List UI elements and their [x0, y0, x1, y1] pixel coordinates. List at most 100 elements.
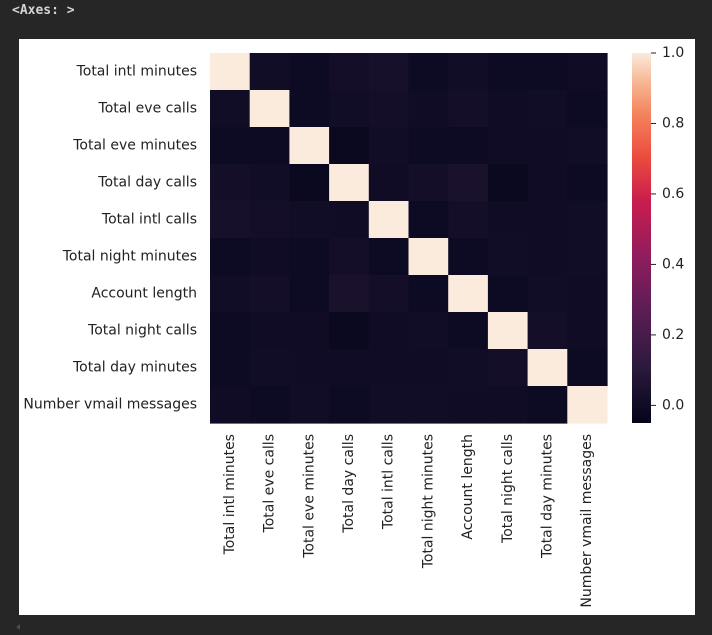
heatmap-cell: [527, 238, 568, 276]
heatmap-cell: [368, 53, 410, 91]
heatmap-cell: [368, 201, 410, 239]
heatmap-cell: [448, 127, 489, 165]
heatmap-cell: [329, 90, 370, 128]
heatmap-cell: [210, 90, 251, 128]
heatmap-cell: [567, 164, 608, 202]
heatmap-cell: [329, 164, 370, 202]
heatmap-cell: [249, 386, 290, 424]
heatmap-cell: [448, 238, 489, 276]
x-tick-label: Total eve minutes: [301, 434, 317, 559]
scroll-left-icon[interactable]: [16, 624, 20, 630]
heatmap-cell: [408, 164, 449, 202]
heatmap-cell: [210, 312, 251, 350]
heatmap-cell: [487, 164, 529, 202]
heatmap-cell: [289, 201, 330, 239]
heatmap-cell: [249, 349, 290, 387]
heatmap-cell: [567, 275, 608, 313]
colorbar: [632, 53, 651, 423]
heatmap-cell: [289, 275, 330, 313]
heatmap-cell: [289, 312, 330, 350]
heatmap-cell: [289, 238, 330, 276]
x-tick-label: Total eve calls: [262, 434, 278, 533]
heatmap-cell: [210, 53, 251, 91]
x-tick-labels: Total intl minutes Total eve calls Total e…: [222, 434, 595, 608]
y-tick-label: Total intl calls: [101, 212, 197, 228]
heatmap-cell: [329, 349, 370, 387]
heatmap-cell: [567, 90, 608, 128]
heatmap-cell: [210, 127, 251, 165]
heatmap-cell: [567, 312, 608, 350]
colorbar-tick-label: 0.0: [662, 397, 684, 413]
heatmap-cell: [487, 349, 529, 387]
figure-panel: Total intl minutes Total eve calls Total e…: [19, 39, 695, 615]
heatmap-cell: [329, 127, 370, 165]
heatmap-cell: [289, 349, 330, 387]
heatmap-cell: [408, 238, 449, 276]
heatmap-cell: [368, 90, 410, 128]
heatmap-cell: [329, 312, 370, 350]
heatmap-cell: [289, 53, 330, 91]
heatmap-cell: [329, 386, 370, 424]
heatmap-cell: [527, 386, 568, 424]
heatmap-cell: [527, 201, 568, 239]
heatmap-cell: [249, 275, 290, 313]
heatmap-cell: [527, 164, 568, 202]
y-tick-label: Total day minutes: [72, 360, 197, 376]
y-tick-label: Total eve calls: [98, 101, 197, 117]
heatmap-cell: [448, 201, 489, 239]
colorbar-tick-label: 0.2: [662, 327, 684, 343]
y-tick-label: Number vmail messages: [23, 397, 197, 413]
heatmap-cell: [368, 238, 410, 276]
heatmap-cell: [567, 127, 608, 165]
heatmap-cell: [368, 164, 410, 202]
heatmap-cell: [448, 90, 489, 128]
heatmap-cell: [249, 238, 290, 276]
heatmap-cell: [249, 53, 290, 91]
y-tick-label: Total eve minutes: [72, 138, 197, 154]
colorbar-tick-label: 0.4: [662, 256, 684, 272]
heatmap-cell: [289, 386, 330, 424]
heatmap-cell: [487, 53, 529, 91]
heatmap-cell: [329, 201, 370, 239]
heatmap-cell: [567, 349, 608, 387]
heatmap-cells: [210, 53, 608, 424]
heatmap-cell: [567, 201, 608, 239]
heatmap-cell: [408, 127, 449, 165]
heatmap-cell: [448, 275, 489, 313]
heatmap-cell: [487, 127, 529, 165]
heatmap-cell: [408, 275, 449, 313]
heatmap-cell: [210, 386, 251, 424]
heatmap-cell: [249, 90, 290, 128]
heatmap-cell: [567, 238, 608, 276]
heatmap-cell: [408, 386, 449, 424]
heatmap-cell: [249, 201, 290, 239]
heatmap-cell: [210, 275, 251, 313]
x-tick-label: Total intl calls: [381, 434, 397, 530]
heatmap-cell: [329, 53, 370, 91]
heatmap-cell: [408, 53, 449, 91]
y-tick-label: Account length: [91, 286, 197, 302]
colorbar-tick-label: 1.0: [662, 45, 684, 61]
heatmap-cell: [368, 386, 410, 424]
heatmap-cell: [368, 127, 410, 165]
heatmap-cell: [448, 349, 489, 387]
y-tick-label: Total night minutes: [62, 249, 197, 265]
heatmap-cell: [448, 164, 489, 202]
x-tick-label: Total intl minutes: [222, 434, 238, 555]
heatmap-cell: [567, 53, 608, 91]
heatmap-cell: [567, 386, 608, 424]
heatmap-cell: [210, 201, 251, 239]
heatmap-cell: [329, 275, 370, 313]
x-tick-label: Total night calls: [500, 434, 516, 544]
heatmap-cell: [487, 201, 529, 239]
heatmap-cell: [408, 90, 449, 128]
heatmap-cell: [210, 238, 251, 276]
heatmap-cell: [448, 312, 489, 350]
heatmap-chart: Total intl minutes Total eve calls Total e…: [23, 45, 684, 608]
cell-output-repr: <Axes: >: [12, 3, 75, 18]
heatmap-cell: [368, 275, 410, 313]
heatmap-cell: [368, 349, 410, 387]
heatmap-cell: [210, 349, 251, 387]
y-tick-label: Total intl minutes: [76, 64, 197, 80]
heatmap-cell: [249, 127, 290, 165]
